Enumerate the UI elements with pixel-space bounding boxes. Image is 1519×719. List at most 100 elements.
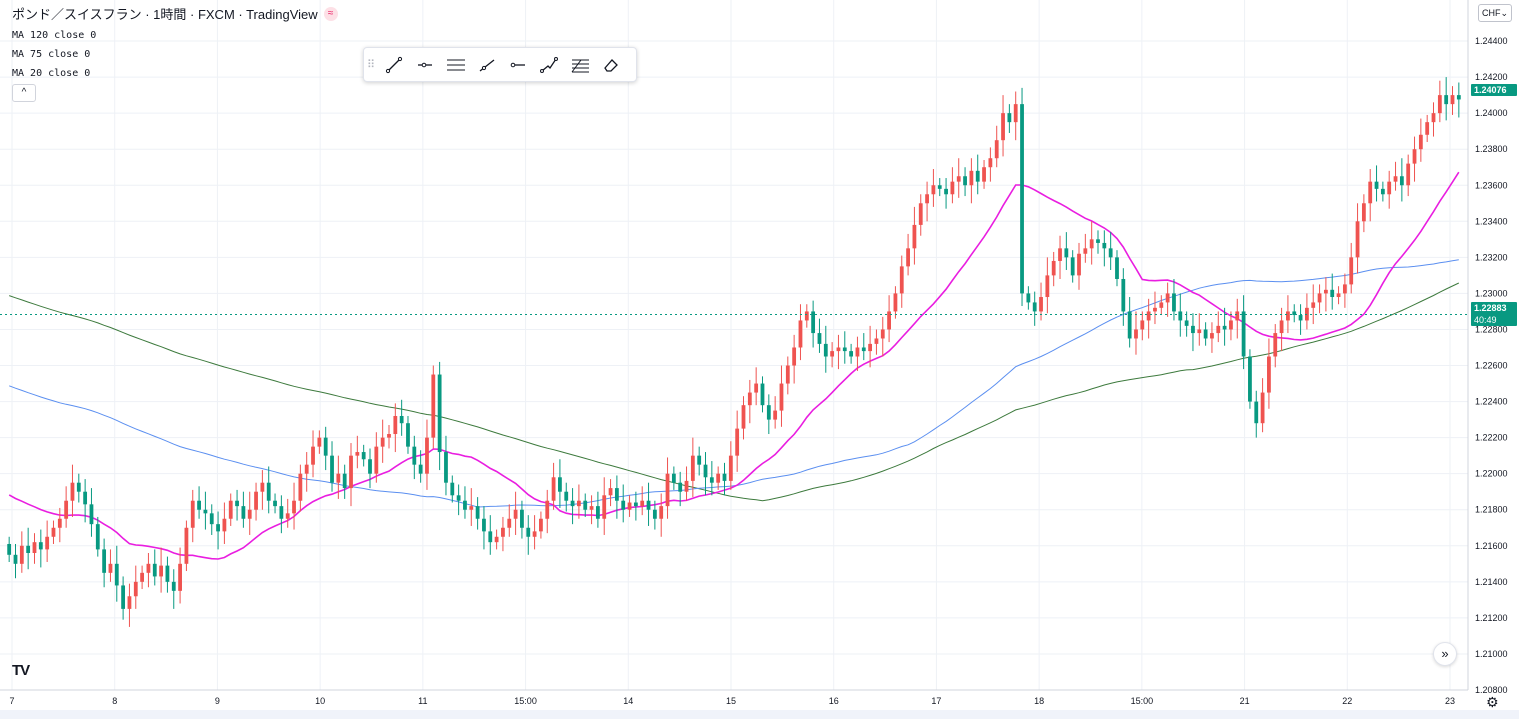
candle-body [836,347,841,352]
candle-body [614,488,619,501]
candle-body [102,549,107,573]
moving-average-lines [8,171,1460,560]
candle-body [697,455,702,465]
symbol-title[interactable]: ポンド／スイスフラン · 1時間 · FXCM · TradingView [12,7,318,22]
parallel-channel-tool-icon[interactable] [440,48,471,81]
candle-body [906,248,910,267]
ma-75-label[interactable]: MA 75 close 0 [12,49,91,60]
horizontal-ray-tool-icon[interactable] [409,48,440,81]
candle-body [988,158,993,168]
candle-body [1222,325,1227,330]
price-tick-label: 1.23800 [1475,144,1508,154]
candle-body [1425,122,1430,135]
candle-body [1172,293,1176,312]
price-scale: 1.24400 1.24200 1.24000 1.23800 1.23600 1.234… [1475,36,1508,695]
candle-body [887,311,891,330]
candle-body [703,464,708,478]
candle-body [1102,242,1107,249]
ma-20-label[interactable]: MA 20 close 0 [12,68,91,79]
candle-body [1184,320,1189,326]
ma-75-line [9,259,1459,508]
drawing-toolbar: ⠿ [363,47,637,82]
candle-body [1317,293,1322,303]
scroll-to-realtime-button[interactable]: » [1433,642,1457,666]
candle-body [1153,307,1157,312]
candle-body [1051,260,1056,276]
candle-body [1286,311,1290,321]
candle-body [640,500,645,507]
live-data-icon[interactable]: ≈ [323,6,338,21]
price-tick-label: 1.21800 [1475,505,1508,515]
candle-body [1020,104,1024,294]
candle-body [406,423,410,447]
candle-body [627,502,632,510]
currency-selector[interactable]: CHF⌄ [1478,4,1512,22]
candle-body [823,343,828,357]
bar-countdown: 40:49 [1474,315,1497,325]
fib-retracement-tool-icon[interactable] [564,48,595,81]
eraser-icon[interactable] [595,48,626,81]
candle-body [1070,257,1075,276]
candle-body [1077,253,1081,276]
candle-body [722,473,727,481]
candle-body [260,482,265,492]
candle-body [380,437,385,447]
candle-body [1254,401,1259,424]
gear-icon[interactable]: ⚙ [1486,694,1499,710]
candle-body [830,351,835,357]
candle-body [994,140,999,159]
candle-body [899,266,904,294]
candle-body [254,491,258,510]
candle-body [975,170,980,182]
candle-body [982,167,986,182]
candle-body [1159,302,1164,308]
candle-body [798,320,803,348]
candle-body [1032,302,1037,312]
candle-body [1323,289,1328,294]
candle-body [1336,293,1341,298]
ray-tool-icon[interactable] [471,48,502,81]
candle-body [874,338,879,344]
time-tick-label: 18 [1034,696,1044,706]
time-tick-label: 22 [1342,696,1352,706]
price-tick-label: 1.23600 [1475,180,1508,190]
candle-body [450,482,455,496]
candle-body [57,518,62,528]
time-tick-label: 14 [623,696,633,706]
ma-120-label[interactable]: MA 120 close 0 [12,30,97,41]
candle-body [621,500,626,510]
candle-body [228,500,233,519]
candle-body [51,527,56,537]
candle-body [1349,257,1354,285]
candle-body [564,491,569,501]
candle-body [121,585,126,609]
candle-body [1374,181,1379,189]
candle-body [526,527,531,537]
candlestick-series [7,77,1461,627]
candle-body [633,502,638,507]
candle-body [70,482,75,501]
toolbar-drag-handle[interactable]: ⠿ [366,59,376,71]
legend-collapse-button[interactable]: ^ [12,84,36,102]
candle-body [140,572,145,582]
candle-body [747,392,752,406]
path-tool-icon[interactable] [533,48,564,81]
candle-body [330,455,334,483]
price-tick-label: 1.21600 [1475,541,1508,551]
candle-body [659,506,664,519]
price-tick-label: 1.22800 [1475,324,1508,334]
tradingview-logo-icon[interactable]: TV [12,662,30,679]
candle-body [133,581,138,597]
trend-line-tool-icon[interactable] [378,48,409,81]
candle-body [1203,329,1208,339]
candle-body [349,455,353,489]
candle-body [583,500,588,510]
horizontal-line-tool-icon[interactable] [502,48,533,81]
price-tick-label: 1.20800 [1475,685,1508,695]
candle-body [1165,293,1170,303]
candle-body [95,524,100,550]
candle-body [1399,176,1404,186]
candle-body [45,536,50,550]
candle-body [1393,176,1398,182]
